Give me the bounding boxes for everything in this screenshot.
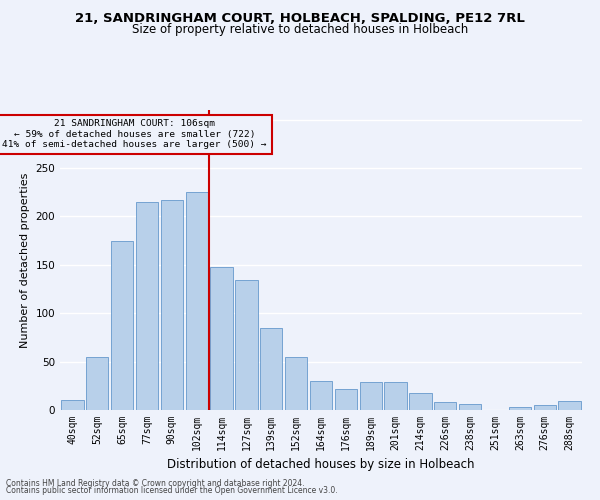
Bar <box>335 388 357 410</box>
Bar <box>359 382 382 410</box>
Bar <box>260 328 283 410</box>
Bar <box>310 381 332 410</box>
Bar <box>285 357 307 410</box>
Text: Contains HM Land Registry data © Crown copyright and database right 2024.: Contains HM Land Registry data © Crown c… <box>6 478 305 488</box>
Bar <box>136 202 158 410</box>
Bar <box>409 392 431 410</box>
Bar <box>509 407 531 410</box>
Text: Size of property relative to detached houses in Holbeach: Size of property relative to detached ho… <box>132 22 468 36</box>
Bar <box>86 357 109 410</box>
Bar <box>533 405 556 410</box>
Bar <box>161 200 183 410</box>
Bar <box>459 404 481 410</box>
Bar <box>185 192 208 410</box>
Y-axis label: Number of detached properties: Number of detached properties <box>20 172 30 348</box>
Text: 21, SANDRINGHAM COURT, HOLBEACH, SPALDING, PE12 7RL: 21, SANDRINGHAM COURT, HOLBEACH, SPALDIN… <box>75 12 525 26</box>
Bar <box>61 400 83 410</box>
Bar <box>211 267 233 410</box>
Bar <box>111 240 133 410</box>
Bar <box>559 402 581 410</box>
X-axis label: Distribution of detached houses by size in Holbeach: Distribution of detached houses by size … <box>167 458 475 471</box>
Text: 21 SANDRINGHAM COURT: 106sqm
← 59% of detached houses are smaller (722)
41% of s: 21 SANDRINGHAM COURT: 106sqm ← 59% of de… <box>2 120 267 149</box>
Bar <box>235 280 257 410</box>
Bar <box>385 382 407 410</box>
Bar <box>434 402 457 410</box>
Text: Contains public sector information licensed under the Open Government Licence v3: Contains public sector information licen… <box>6 486 338 495</box>
